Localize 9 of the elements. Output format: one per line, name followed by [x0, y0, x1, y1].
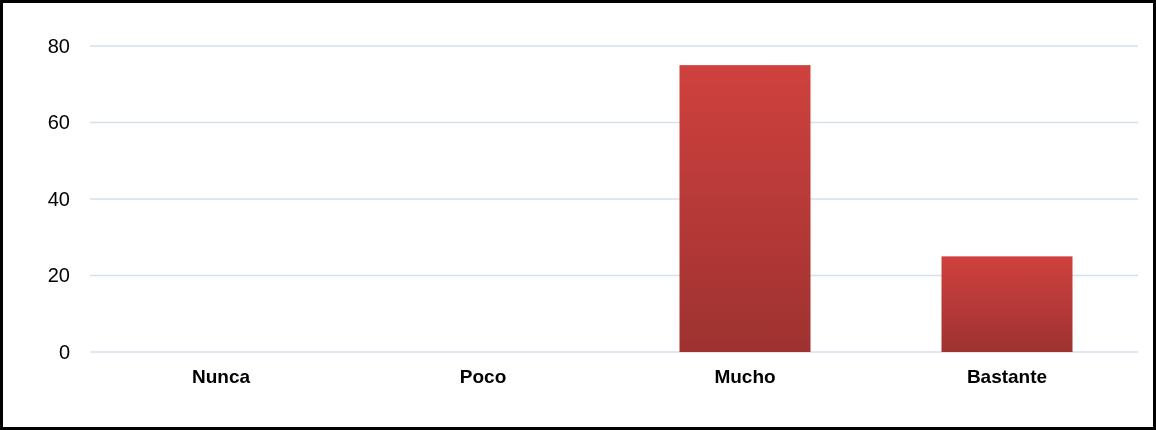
x-tick-label: Nunca	[191, 366, 251, 388]
x-tick-label: Mucho	[714, 366, 776, 388]
x-tick-label: Poco	[459, 366, 507, 388]
y-tick-label: 40	[47, 187, 70, 210]
x-tick-label: Bastante	[966, 366, 1048, 388]
y-tick-label: 80	[47, 34, 70, 57]
y-tick-label: 20	[47, 264, 70, 287]
y-tick-label: 0	[58, 340, 70, 363]
y-tick-label: 60	[47, 111, 70, 134]
